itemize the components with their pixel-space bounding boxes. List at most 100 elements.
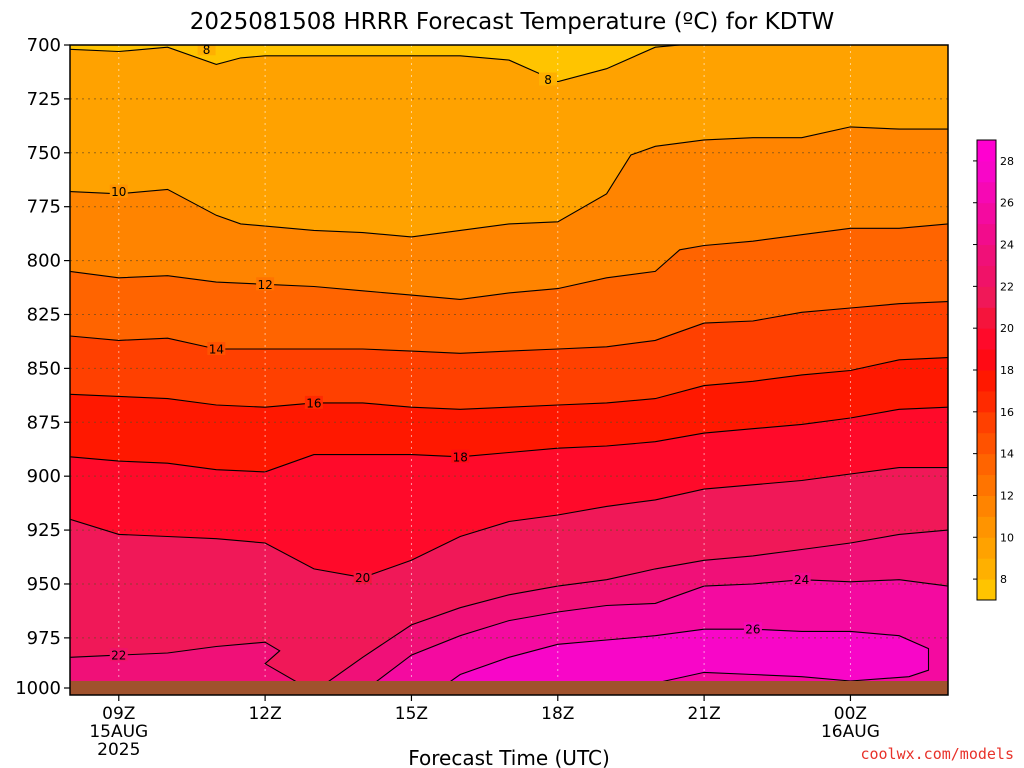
isotherm-label-bg [109,648,128,662]
colorbar-label: 10 [1000,531,1014,544]
y-tick-label: 700 [27,35,61,56]
colorbar-label: 24 [1000,239,1014,252]
x-tick-sublabel: 2025 [97,740,140,760]
isotherm-label: 12 [257,278,272,292]
colorbar-segment [977,349,996,371]
colorbar-segment [977,495,996,517]
colorbar-segment [977,307,996,329]
y-tick-label: 775 [27,197,61,218]
credit-text: coolwx.com/models [860,745,1014,763]
y-tick-label: 750 [27,143,61,164]
isotherm-label: 26 [745,623,760,637]
y-tick-label: 825 [27,304,61,325]
y-tick-label: 725 [27,89,61,110]
colorbar-segment [977,202,996,225]
isotherm-label-bg [539,72,558,86]
colorbar-segment [977,537,996,559]
colorbar-segment [977,390,996,413]
isotherm-line [435,628,930,693]
colorbar-label: 26 [1000,197,1014,210]
colorbar-segment [977,411,996,434]
y-tick-label: 975 [27,628,61,649]
isotherm-fill [435,629,929,692]
colorbar-segment [977,223,996,246]
isotherm-label: 14 [209,342,224,356]
colorbar-segment [977,558,996,580]
colorbar-segment [977,432,996,455]
isotherm-label: 8 [544,73,552,87]
colorbar-label: 8 [1000,573,1007,586]
isotherm-label-bg [197,45,216,56]
y-tick-label: 875 [27,412,61,433]
colorbar-label: 14 [1000,448,1014,461]
isotherm-label: 22 [111,649,126,663]
x-axis-label: Forecast Time (UTC) [408,746,610,768]
colorbar-label: 16 [1000,406,1014,419]
colorbar-segment [977,160,996,183]
x-tick-label: 12Z [248,704,281,724]
chart-title: 2025081508 HRRR Forecast Temperature (ºC… [190,9,835,35]
isotherm-line [70,357,948,410]
isotherm-label-bg [451,449,470,463]
x-tick-label: 15Z [395,704,428,724]
colorbar-segment [977,579,996,601]
isotherm-labels: 8 8 10 12 14 16 18 20 22 24 26 [109,43,811,663]
x-tick-sublabel: 15AUG [89,722,148,742]
isotherm-label-bg [743,622,762,636]
isotherm-label-bg [304,395,323,409]
isotherm-label: 18 [453,450,468,464]
y-tick-label: 925 [27,520,61,541]
colorbar-label: 18 [1000,364,1014,377]
isotherm-line [70,467,948,579]
isotherm-line [70,406,948,473]
colorbar-label: 28 [1000,155,1014,168]
isotherm-line [70,529,948,693]
colorbar-label: 20 [1000,322,1014,335]
y-tick-label: 800 [27,251,61,272]
colorbar-segment [977,516,996,538]
y-tick-label: 850 [27,358,61,379]
ground-strip [70,681,948,695]
isotherm-label-bg [207,341,226,355]
isotherm-label: 8 [203,43,211,57]
colorbar-label: 12 [1000,489,1014,502]
isotherm-line [70,223,948,300]
plot-frame [69,44,949,696]
x-tick-sublabel: 16AUG [821,722,880,742]
isotherm-fill [70,45,680,82]
isotherm-label: 16 [306,396,321,410]
isotherm-line [70,126,948,238]
isotherm-label: 24 [794,573,809,587]
colorbar-segment [977,265,996,287]
y-axis: 700 725 750 775 800 825 850 875 900 925 950 975 1000 [15,35,70,699]
colorbar-segment [977,181,996,204]
plot-area: 8 8 10 12 14 16 18 20 22 24 26 [70,43,948,695]
y-tick-label: 1000 [15,678,61,699]
isotherm-label-bg [109,184,128,198]
colorbar-segment [977,244,996,266]
y-tick-label: 950 [27,574,61,595]
colorbar-segment [977,474,996,496]
colorbar-segment [977,286,996,308]
x-tick-label: 09Z [102,704,135,724]
y-tick-label: 900 [27,466,61,487]
grid-lines [70,45,948,695]
colorbar-segment [977,453,996,476]
temperature-fills [70,45,948,695]
colorbar-segment [977,370,996,392]
isotherm-label-bg [792,572,811,586]
isotherm-label-bg [256,277,275,291]
colorbar: 8 10 12 14 16 18 20 22 24 26 28 [973,139,1014,601]
x-tick-label: 18Z [541,704,574,724]
x-tick-label: 00Z [834,704,867,724]
colorbar-label: 22 [1000,280,1014,293]
isotherm-label: 10 [111,185,126,199]
isotherm-label: 20 [355,571,370,585]
isotherm-line [362,579,948,693]
isotherm-label-bg [353,570,372,584]
colorbar-segment [977,328,996,350]
colorbar-segment [977,140,996,162]
x-tick-label: 21Z [687,704,720,724]
